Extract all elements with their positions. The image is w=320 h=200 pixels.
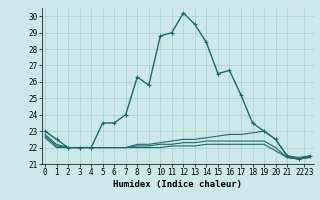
X-axis label: Humidex (Indice chaleur): Humidex (Indice chaleur) xyxy=(113,180,242,189)
